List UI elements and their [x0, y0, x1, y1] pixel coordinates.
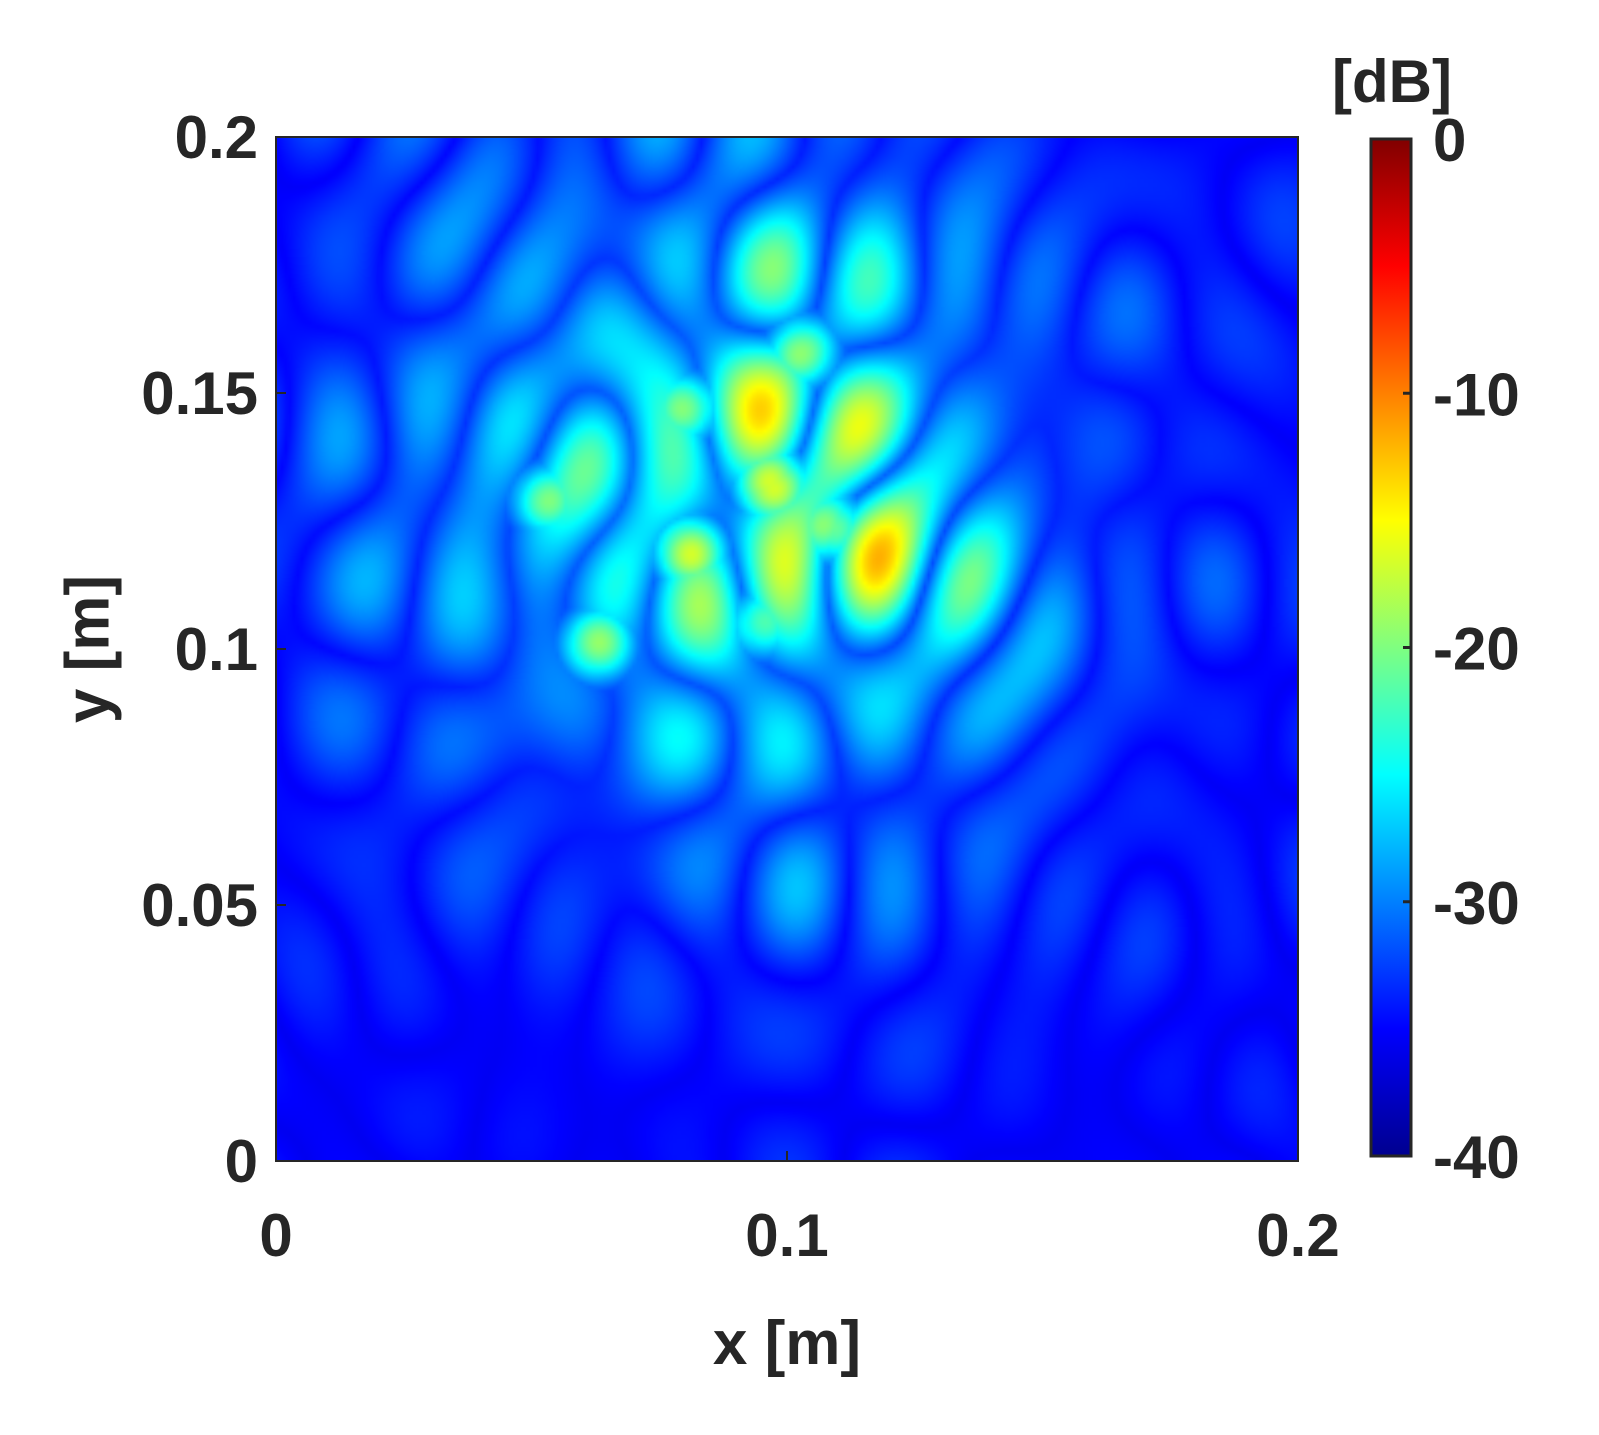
y-tick-label: 0: [225, 1128, 258, 1195]
x-axis-ticks: 0 0.1 0.2: [259, 1151, 1340, 1269]
y-axis-title: y [m]: [53, 575, 122, 723]
colorbar-ticks: 0 -10 -20 -30 -40: [1403, 107, 1520, 1191]
colorbar-tick-label: -10: [1433, 361, 1520, 428]
x-axis-title: x [m]: [713, 1309, 861, 1378]
y-tick-label: 0.15: [141, 360, 258, 427]
x-tick-label: 0.2: [1256, 1202, 1339, 1269]
colorbar-tick-label: -40: [1433, 1124, 1520, 1191]
x-tick-label: 0.1: [745, 1202, 828, 1269]
y-tick-label: 0.05: [141, 872, 258, 939]
y-tick-label: 0.2: [175, 104, 258, 171]
plot-area: [275, 136, 1299, 1162]
x-tick-label: 0: [259, 1202, 292, 1269]
colorbar-label: [dB]: [1332, 48, 1452, 115]
heatmap-image: [276, 137, 1298, 1161]
y-tick-label: 0.1: [175, 616, 258, 683]
y-axis-ticks: 0 0.05 0.1 0.15 0.2: [141, 104, 286, 1195]
colorbar-tick-label: -30: [1433, 870, 1520, 937]
colorbar-tick-label: 0: [1433, 107, 1466, 174]
colorbar: 0 -10 -20 -30 -40 [dB]: [1332, 48, 1520, 1191]
colorbar-tick-label: -20: [1433, 616, 1520, 683]
